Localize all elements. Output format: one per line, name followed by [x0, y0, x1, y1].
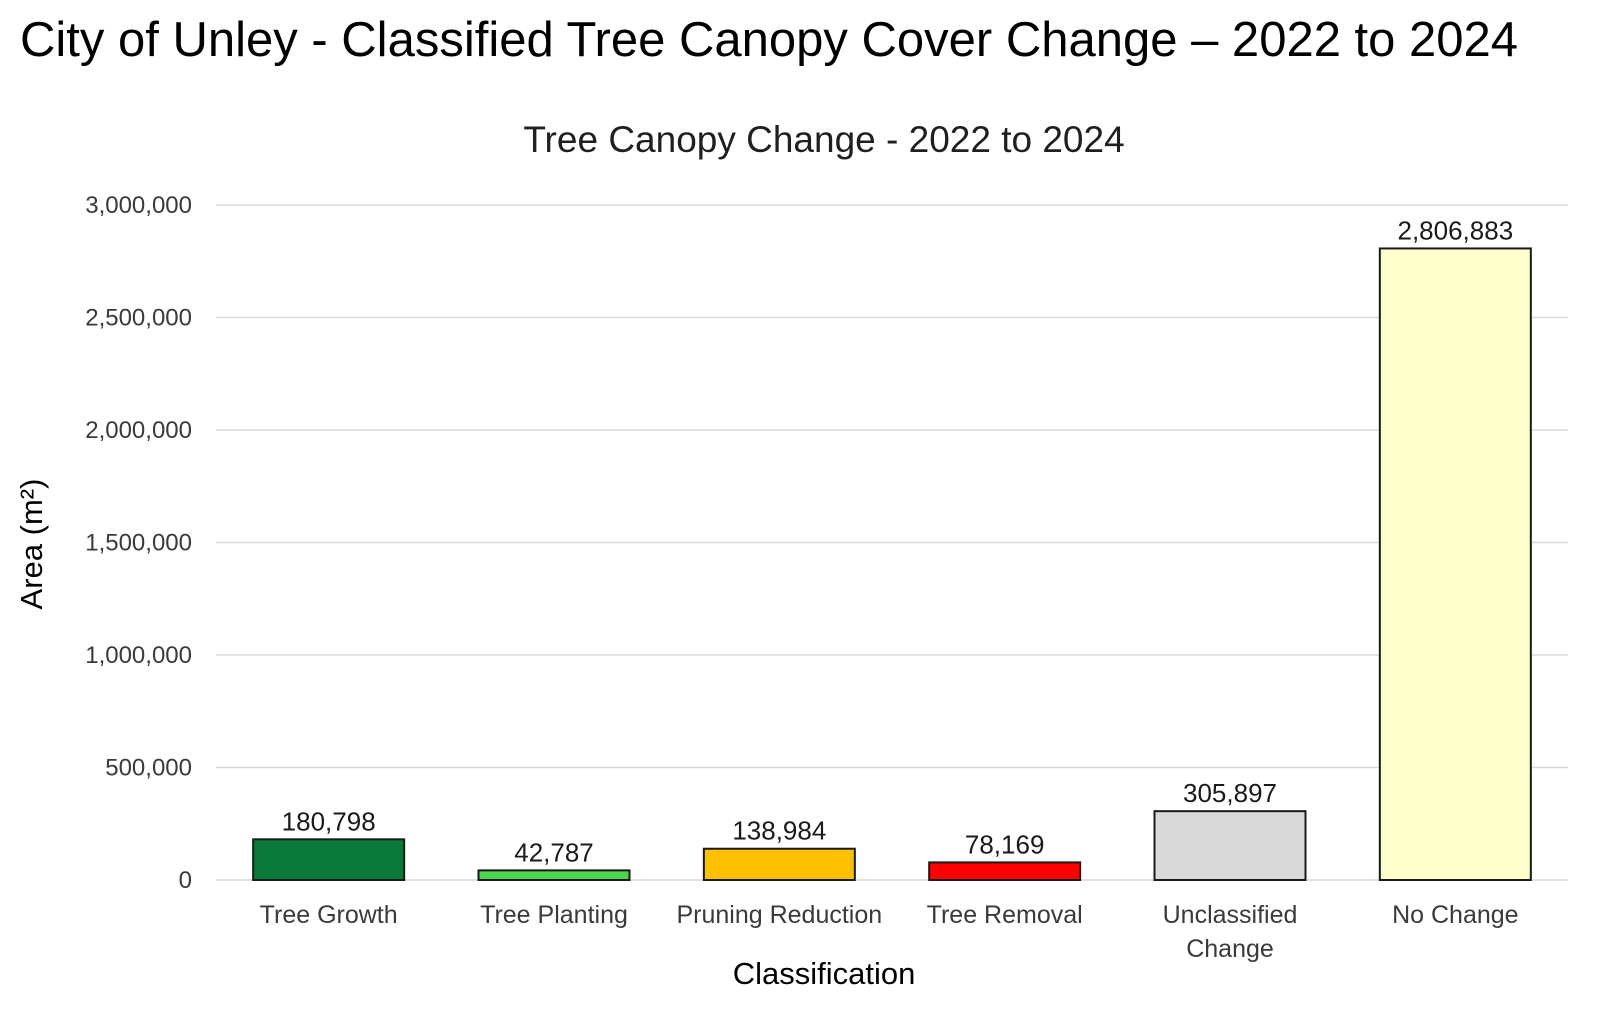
- x-tick-label: Tree Planting: [480, 901, 628, 929]
- y-tick-label: 2,000,000: [85, 417, 192, 444]
- bar-tree-removal: [928, 861, 1082, 882]
- bar-pruning-reduction: [702, 847, 856, 881]
- y-axis-title: Area (m²): [14, 479, 49, 610]
- x-tick-label: Pruning Reduction: [676, 901, 882, 929]
- y-tick-label: 500,000: [105, 755, 192, 782]
- data-labels: 180,798 42,787 138,984 78,169 305,897 2,806,8…: [282, 215, 1513, 867]
- y-tick-label: 3,000,000: [85, 192, 192, 219]
- gridlines: [216, 204, 1568, 881]
- y-tick-label: 1,500,000: [85, 530, 192, 557]
- chart-title: Tree Canopy Change - 2022 to 2024: [523, 119, 1124, 160]
- bar-tree-growth: [252, 838, 406, 881]
- data-label: 2,806,883: [1397, 215, 1513, 245]
- data-label: 305,897: [1183, 778, 1277, 808]
- data-label: 138,984: [732, 816, 826, 846]
- data-label: 42,787: [514, 837, 594, 867]
- y-tick-label: 1,000,000: [85, 642, 192, 669]
- data-label: 78,169: [965, 829, 1045, 859]
- bar-no-change: [1378, 247, 1532, 881]
- bar-tree-planting: [477, 869, 631, 881]
- x-tick-label: Tree Growth: [260, 901, 398, 929]
- x-axis-ticks: Tree Growth Tree Planting Pruning Reductio…: [260, 901, 1519, 963]
- data-label: 180,798: [282, 806, 376, 836]
- y-axis-ticks: 0 500,000 1,000,000 1,500,000 2,000,000 2,500…: [85, 192, 192, 894]
- x-axis-title: Classification: [733, 956, 916, 991]
- bar-unclassified-change: [1153, 810, 1307, 881]
- x-tick-label: Tree Removal: [927, 901, 1083, 929]
- x-tick-label: Unclassified Change: [1163, 901, 1298, 963]
- y-tick-label: 0: [179, 867, 192, 894]
- page-title: City of Unley - Classified Tree Canopy C…: [20, 13, 1519, 67]
- y-tick-label: 2,500,000: [85, 305, 192, 332]
- x-tick-label: No Change: [1392, 901, 1518, 929]
- bars: [252, 247, 1532, 882]
